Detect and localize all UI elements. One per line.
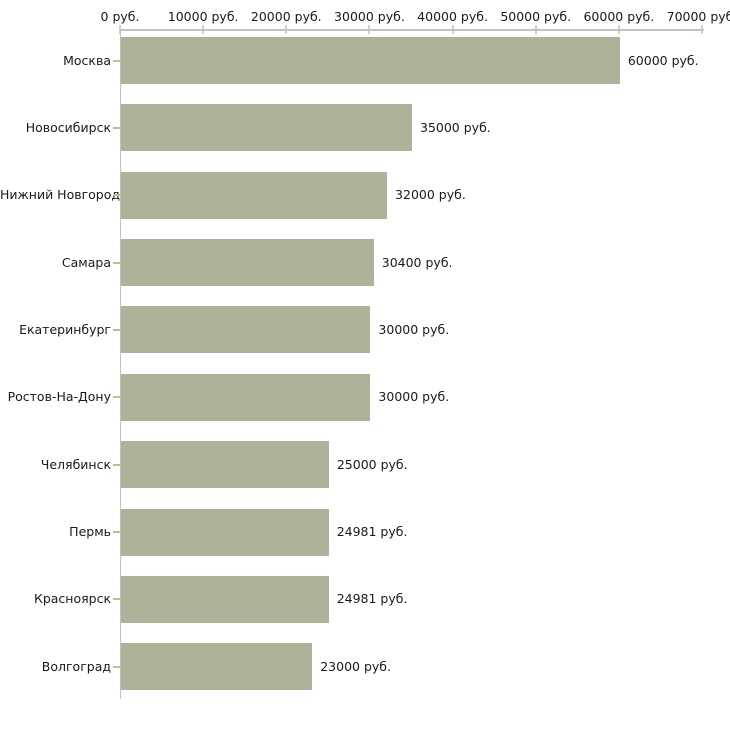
value-label: 60000 руб. [627, 52, 699, 68]
bar [121, 643, 313, 691]
y-axis-tick-mark [113, 59, 120, 62]
bar [121, 104, 412, 152]
y-axis-line [120, 29, 121, 699]
bar [121, 508, 329, 556]
category-label: Новосибирск [25, 119, 111, 135]
category-label: Самара [61, 254, 111, 270]
value-label: 24981 руб. [336, 524, 408, 540]
x-axis-tick-label: 70000 руб. [666, 9, 730, 24]
y-axis-tick-mark [113, 328, 120, 331]
value-label: 25000 руб. [336, 456, 408, 472]
bar [121, 441, 329, 489]
y-axis-tick-mark [113, 665, 120, 668]
value-label: 23000 руб. [320, 658, 391, 674]
value-label: 30400 руб. [381, 254, 453, 270]
category-label: Красноярск [33, 591, 111, 607]
y-axis-tick-mark [113, 396, 120, 399]
y-axis-tick-mark [113, 126, 120, 129]
category-label: Нижний Новгород [0, 187, 121, 203]
value-label: 30000 руб. [378, 389, 450, 405]
y-axis-tick-mark [113, 194, 120, 197]
x-axis-tick-label: 30000 руб. [334, 9, 405, 24]
y-axis-tick-mark [113, 463, 120, 466]
value-label: 35000 руб. [420, 119, 491, 135]
category-label: Екатеринбург [19, 321, 111, 337]
y-axis-tick-mark [113, 261, 120, 264]
x-axis-tick-label: 20000 руб. [250, 9, 322, 24]
x-axis-tick-label: 60000 руб. [583, 9, 655, 24]
bar [121, 239, 374, 287]
y-axis-tick-mark [113, 531, 120, 534]
y-axis-tick-mark [113, 598, 120, 601]
bar [121, 37, 620, 84]
category-label: Москва [63, 52, 111, 68]
bar [121, 575, 329, 623]
x-axis-tick-label: 50000 руб. [500, 9, 572, 24]
value-label: 32000 руб. [395, 187, 466, 203]
value-label: 30000 руб. [378, 321, 450, 337]
x-axis-tick-label: 0 руб. [100, 9, 140, 24]
bar [121, 171, 388, 219]
bar [121, 373, 371, 421]
category-label: Ростов-На-Дону [7, 389, 111, 405]
category-label: Челябинск [40, 456, 111, 472]
value-label: 24981 руб. [336, 591, 408, 607]
bar [121, 306, 371, 354]
category-label: Волгоград [41, 658, 111, 674]
x-axis-tick-label: 40000 руб. [417, 9, 488, 24]
category-label: Пермь [69, 524, 111, 540]
x-axis-line [120, 29, 704, 31]
x-axis-tick-label: 10000 руб. [167, 9, 239, 24]
